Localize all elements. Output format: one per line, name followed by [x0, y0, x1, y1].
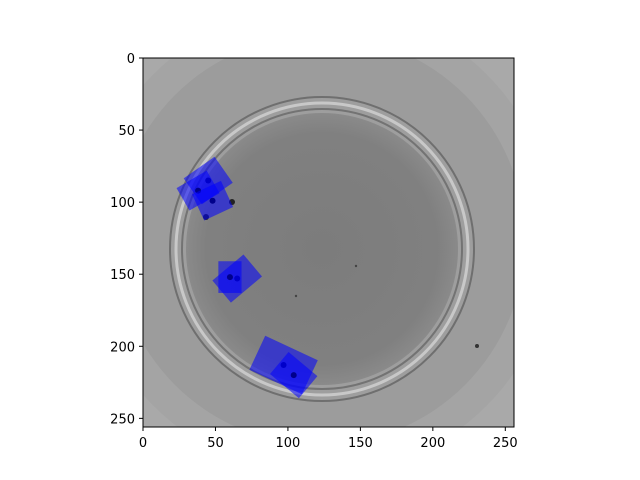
specimen — [226, 274, 233, 281]
petri-dish-image — [143, 58, 514, 427]
x-tick-label: 150 — [348, 436, 373, 451]
axes-frame — [142, 57, 515, 428]
y-tick-label: 100 — [110, 196, 135, 211]
detection-overlays — [176, 156, 318, 399]
y-tick-label: 150 — [110, 268, 135, 283]
x-tick-label: 250 — [493, 436, 518, 451]
y-tick-label: 50 — [118, 124, 135, 139]
y-tick-label: 0 — [127, 52, 135, 67]
dish-interior — [186, 113, 458, 385]
specimen — [290, 372, 297, 379]
x-tick-label: 0 — [139, 436, 147, 451]
y-tick-label: 250 — [110, 412, 135, 427]
x-tick-label: 100 — [276, 436, 301, 451]
x-tick-label: 200 — [420, 436, 445, 451]
y-axis: 0 50 100 150 200 250 — [110, 52, 143, 427]
y-tick-label: 200 — [110, 340, 135, 355]
x-axis: 0 50 100 150 200 250 — [139, 427, 518, 451]
specimen — [209, 197, 216, 204]
x-tick-label: 50 — [207, 436, 224, 451]
